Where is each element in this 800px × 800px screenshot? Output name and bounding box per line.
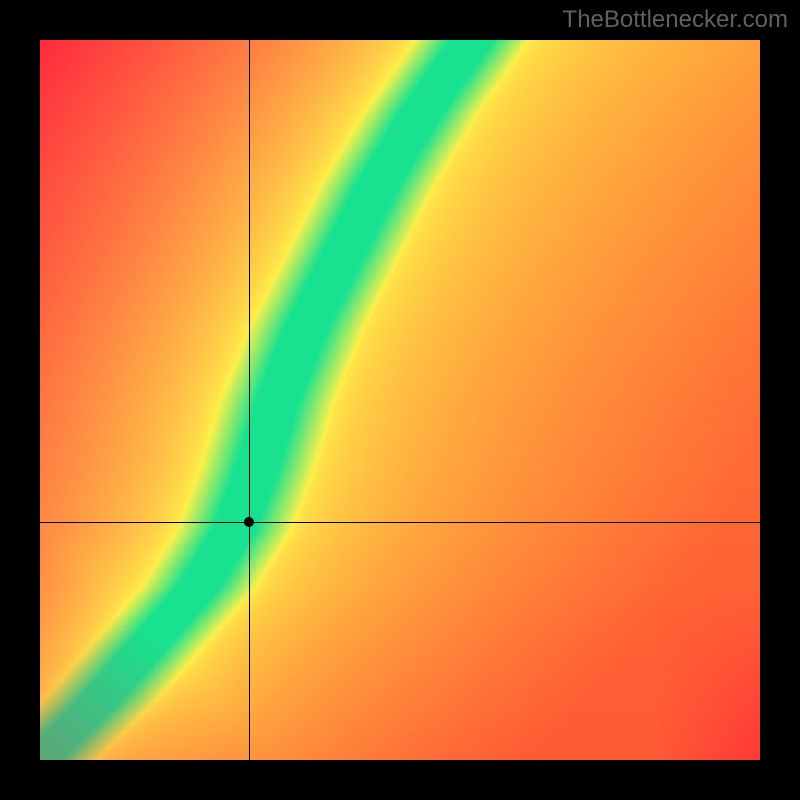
watermark-text: TheBottlenecker.com [563, 6, 788, 34]
crosshair-vertical [249, 40, 250, 760]
bottleneck-heatmap [40, 40, 760, 760]
marker-dot [244, 517, 254, 527]
crosshair-horizontal [40, 522, 760, 523]
figure-container: TheBottlenecker.com [0, 0, 800, 800]
plot-area [40, 40, 760, 760]
